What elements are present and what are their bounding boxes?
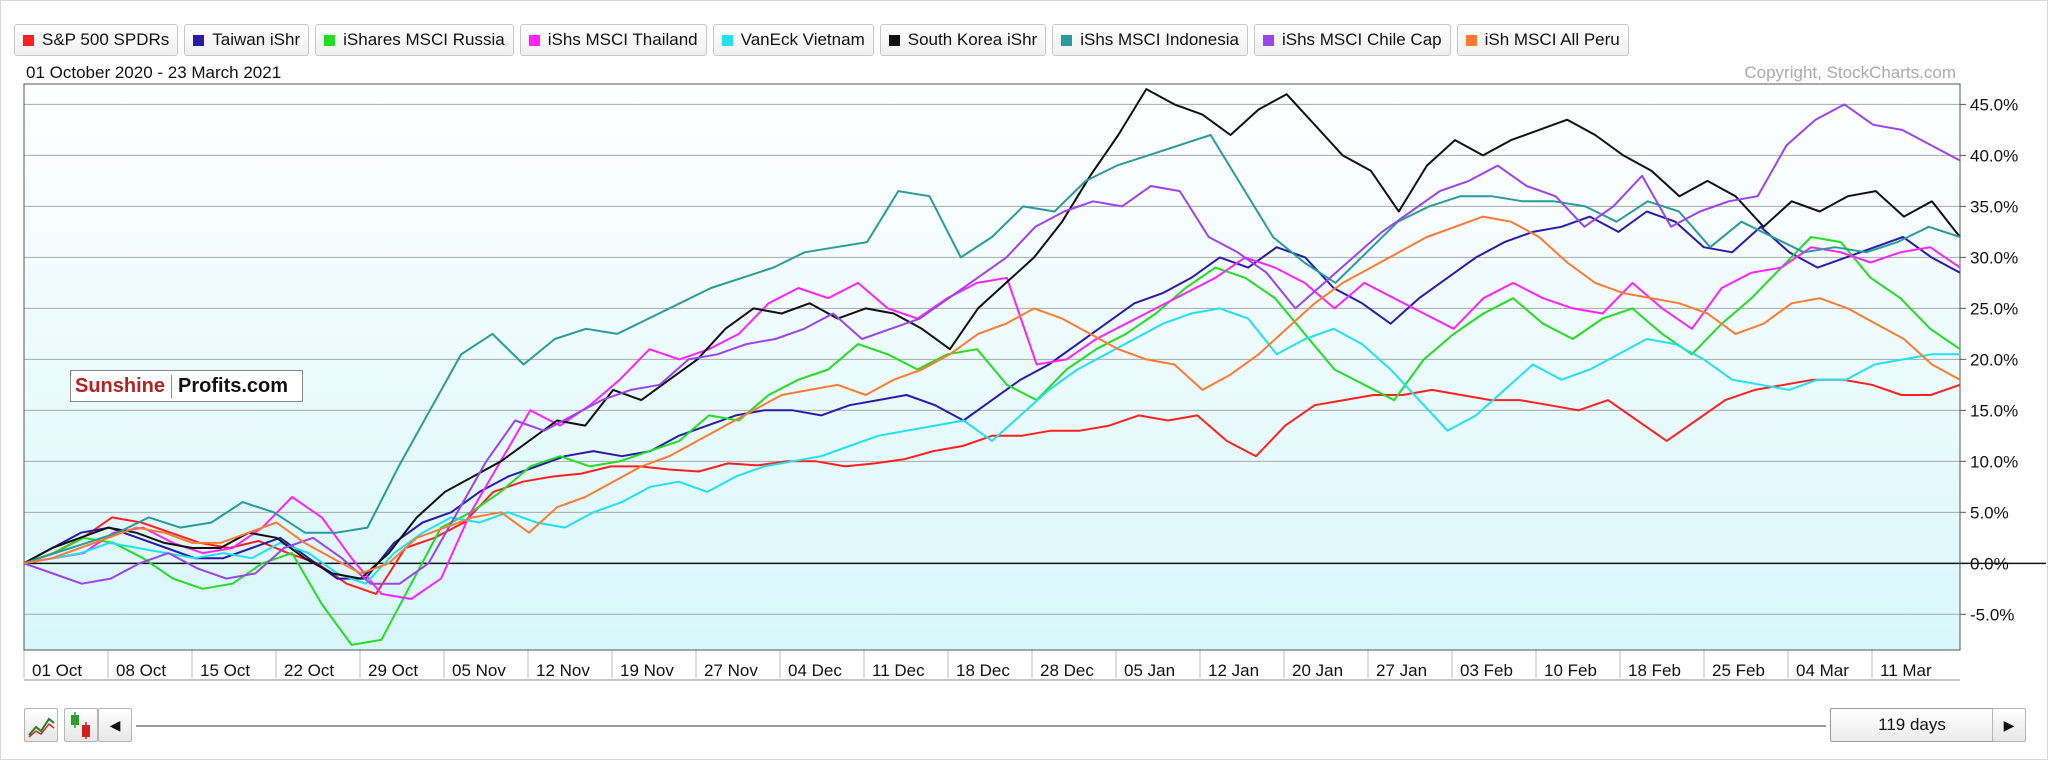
- x-tick-label: 12 Jan: [1208, 661, 1259, 680]
- series-line: [23, 134, 1961, 565]
- x-tick-label: 28 Dec: [1040, 661, 1094, 680]
- x-tick-label: 27 Nov: [704, 661, 758, 680]
- legend-swatch: [721, 34, 733, 46]
- date-range-label: 01 October 2020 - 23 March 2021: [26, 63, 282, 82]
- chart-controls: ◀ 119 days ▶: [0, 700, 2048, 756]
- x-tick-label: 05 Jan: [1124, 661, 1175, 680]
- x-tick-label: 10 Feb: [1544, 661, 1597, 680]
- x-tick-label: 04 Dec: [788, 661, 842, 680]
- series-line: [23, 210, 1961, 580]
- y-tick-label: 30.0%: [1970, 248, 2018, 267]
- x-tick-label: 01 Oct: [32, 661, 82, 680]
- scrollbar-track[interactable]: [136, 725, 1826, 727]
- scroll-right-icon: ▶: [2003, 716, 2015, 733]
- y-tick-label: 40.0%: [1970, 146, 2018, 165]
- days-label: 119 days: [1878, 715, 1946, 734]
- chart-legend: S&P 500 SPDRs Taiwan iShr iShares MSCI Rus…: [14, 24, 1629, 58]
- candle-chart-button[interactable]: [64, 708, 98, 742]
- x-tick-label: 15 Oct: [200, 661, 250, 680]
- line-chart-button[interactable]: [24, 708, 58, 742]
- x-tick-label: 25 Feb: [1712, 661, 1765, 680]
- candle-chart-icon: [71, 712, 90, 739]
- x-tick-label: 29 Oct: [368, 661, 418, 680]
- y-tick-label: 45.0%: [1970, 95, 2018, 114]
- y-tick-label: 10.0%: [1970, 452, 2018, 471]
- legend-item[interactable]: Taiwan iShr: [184, 24, 310, 56]
- copyright-label: Copyright, StockCharts.com: [1744, 63, 1956, 82]
- scroll-right-button[interactable]: ▶: [1992, 708, 2026, 742]
- legend-swatch: [1061, 34, 1073, 46]
- legend-swatch: [23, 34, 34, 46]
- x-tick-label: 08 Oct: [116, 661, 166, 680]
- x-tick-label: 27 Jan: [1376, 661, 1427, 680]
- series-line: [23, 215, 1961, 575]
- legend-item[interactable]: iShs MSCI Chile Cap: [1253, 24, 1451, 56]
- plot-border: [23, 83, 1961, 651]
- y-tick-label: 5.0%: [1970, 503, 2009, 522]
- legend-swatch: [888, 34, 900, 46]
- series-line: [23, 378, 1961, 595]
- x-tick-label: 04 Mar: [1796, 661, 1849, 680]
- legend-label: S&P 500 SPDRs: [42, 30, 170, 49]
- legend-label: Taiwan iShr: [212, 30, 301, 49]
- x-tick-label: 05 Nov: [452, 661, 506, 680]
- legend-item[interactable]: iShs MSCI Thailand: [519, 24, 707, 56]
- y-tick-label: 20.0%: [1970, 350, 2018, 369]
- series-line: [23, 246, 1961, 600]
- legend-item[interactable]: iShs MSCI Indonesia: [1052, 24, 1248, 56]
- x-tick-label: 18 Feb: [1628, 661, 1681, 680]
- legend-label: iShares MSCI Russia: [343, 30, 505, 49]
- line-chart-icon: [28, 717, 55, 738]
- x-tick-label: 18 Dec: [956, 661, 1010, 680]
- scroll-left-icon: ◀: [109, 716, 121, 733]
- logo-right-text: Profits.com: [178, 374, 289, 397]
- x-tick-label: 03 Feb: [1460, 661, 1513, 680]
- x-tick-label: 19 Nov: [620, 661, 674, 680]
- y-tick-label: -5.0%: [1970, 605, 2014, 624]
- x-tick-label: 11 Dec: [872, 661, 925, 680]
- sunshine-profits-logo: Sunshine Profits.com: [70, 370, 304, 402]
- legend-label: VanEck Vietnam: [740, 30, 865, 49]
- series-line: [23, 236, 1961, 646]
- x-tick-label: 12 Nov: [536, 661, 590, 680]
- legend-item[interactable]: S&P 500 SPDRs: [14, 24, 179, 56]
- series-line: [23, 103, 1961, 585]
- x-tick-label: 20 Jan: [1292, 661, 1343, 680]
- legend-label: iSh MSCI All Peru: [1484, 30, 1620, 49]
- legend-label: South Korea iShr: [907, 30, 1038, 49]
- legend-swatch: [528, 34, 540, 46]
- days-range-box[interactable]: 119 days: [1830, 708, 1994, 742]
- legend-item[interactable]: iShares MSCI Russia: [315, 24, 514, 56]
- logo-left-text: Sunshine: [71, 374, 173, 398]
- legend-item[interactable]: VanEck Vietnam: [712, 24, 874, 56]
- legend-label: iShs MSCI Indonesia: [1080, 30, 1239, 49]
- legend-swatch: [324, 34, 336, 46]
- y-tick-label: 25.0%: [1970, 299, 2018, 318]
- series-line: [23, 88, 1961, 580]
- legend-label: iShs MSCI Chile Cap: [1281, 30, 1442, 49]
- legend-label: iShs MSCI Thailand: [547, 30, 698, 49]
- legend-item[interactable]: iSh MSCI All Peru: [1456, 24, 1629, 56]
- legend-swatch: [1262, 34, 1274, 46]
- legend-item[interactable]: South Korea iShr: [879, 24, 1047, 56]
- price-performance-chart: -5.0%0.0%5.0%10.0%15.0%20.0%25.0%30.0%35…: [23, 83, 2046, 681]
- y-tick-label: 35.0%: [1970, 197, 2018, 216]
- x-tick-label: 11 Mar: [1880, 661, 1932, 680]
- legend-swatch: [193, 34, 205, 46]
- y-tick-label: 15.0%: [1970, 401, 2018, 420]
- scroll-left-button[interactable]: ◀: [98, 708, 132, 742]
- x-tick-label: 22 Oct: [284, 661, 334, 680]
- legend-swatch: [1465, 34, 1477, 46]
